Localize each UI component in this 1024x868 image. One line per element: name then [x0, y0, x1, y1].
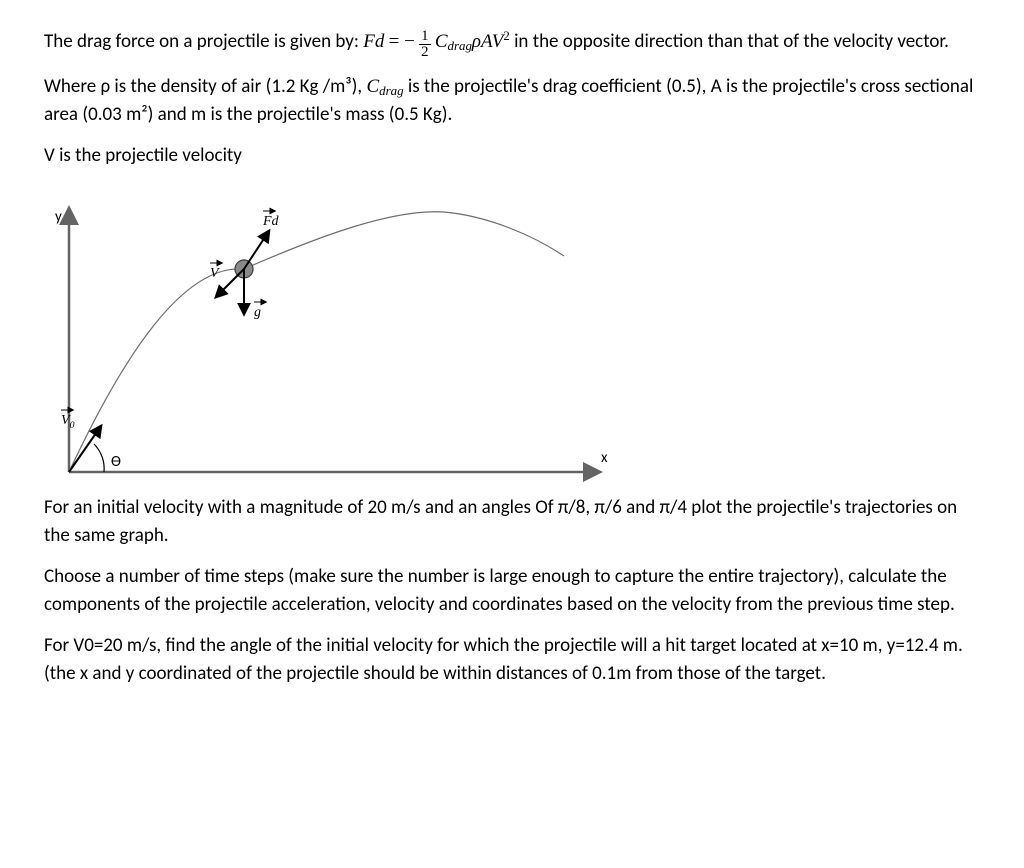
theta-arc	[94, 444, 104, 472]
eq-V: V	[492, 31, 504, 52]
eq-A: A	[481, 31, 492, 52]
label-v0: V0	[61, 410, 75, 431]
label-theta: ϴ	[111, 453, 121, 471]
eq-frac-den: 2	[419, 44, 430, 60]
paragraph-task-timesteps: Choose a number of time steps (make sure…	[44, 563, 980, 618]
label-g: g	[254, 302, 266, 320]
paragraph-task-plot: For an initial velocity with a magnitude…	[44, 494, 980, 549]
trajectory-svg: y x ϴ V0 V Fd g	[44, 184, 654, 484]
paragraph-parameters: Where ρ is the density of air (1.2 Kg /m…	[44, 73, 980, 128]
eq-neg: −	[404, 31, 415, 52]
v-vector	[216, 269, 244, 297]
text: in the opposite direction than that of t…	[514, 30, 949, 53]
svg-text:V: V	[210, 266, 220, 281]
eq-equals: =	[389, 31, 404, 52]
eq-frac-num: 1	[419, 29, 430, 44]
eq-cdrag: C	[435, 31, 448, 52]
cdrag-sub: drag	[379, 84, 403, 99]
eq-rho: ρ	[472, 31, 481, 52]
v0-vector	[69, 426, 101, 472]
svg-text:Fd: Fd	[262, 214, 280, 229]
paragraph-velocity-def: V is the projectile velocity	[44, 142, 980, 170]
text: Where ρ is the density of air (1.2 Kg /m…	[44, 75, 366, 98]
eq-exp: 2	[503, 28, 509, 43]
svg-text:g: g	[254, 305, 261, 320]
label-x: x	[601, 449, 608, 467]
trajectory-curve	[69, 212, 564, 472]
paragraph-drag-intro: The drag force on a projectile is given …	[44, 28, 980, 59]
cdrag: C	[366, 76, 379, 97]
label-fd: Fd	[262, 211, 280, 229]
trajectory-diagram: y x ϴ V0 V Fd g	[44, 184, 654, 484]
eq-cdrag-sub: drag	[448, 38, 472, 53]
paragraph-task-target: For V0=20 m/s, find the angle of the ini…	[44, 632, 980, 687]
eq-frac: 1 2	[419, 29, 430, 60]
label-y: y	[55, 208, 62, 226]
eq-lhs: Fd	[363, 31, 384, 52]
text: The drag force on a projectile is given …	[44, 30, 363, 53]
